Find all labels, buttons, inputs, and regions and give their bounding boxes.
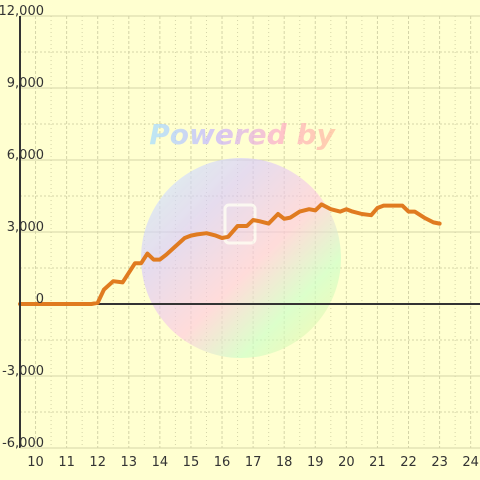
x-tick-label: 23 <box>431 455 448 470</box>
y-tick-label: 12,000 <box>0 4 44 19</box>
x-tick-labels: 10 11 12 13 14 15 16 17 18 19 20 21 22 23 24 <box>27 455 479 470</box>
x-tick-label: 17 <box>245 455 262 470</box>
series-line <box>18 202 442 306</box>
watermark-text: Powered by <box>149 118 336 151</box>
x-tick-label: 11 <box>58 455 75 470</box>
x-tick-label: 10 <box>27 455 44 470</box>
watermark-circle <box>141 158 341 358</box>
y-tick-label: 6,000 <box>7 148 44 163</box>
x-tick-label: 14 <box>152 455 169 470</box>
y-tick-label: 0 <box>36 292 44 307</box>
x-tick-label: 15 <box>183 455 200 470</box>
y-tick-label: 3,000 <box>7 220 44 235</box>
y-tick-label: 9,000 <box>7 76 44 91</box>
x-tick-label: 24 <box>462 455 479 470</box>
x-tick-label: 21 <box>369 455 386 470</box>
y-tick-label: -6,000 <box>2 436 44 451</box>
x-tick-label: 16 <box>214 455 231 470</box>
x-tick-label: 12 <box>89 455 106 470</box>
x-tick-label: 13 <box>121 455 138 470</box>
y-tick-labels: -6,000 -3,000 0 3,000 6,000 9,000 12,000 <box>0 4 44 451</box>
x-tick-label: 18 <box>276 455 293 470</box>
x-tick-label: 22 <box>400 455 417 470</box>
x-tick-label: 20 <box>338 455 355 470</box>
y-tick-label: -3,000 <box>2 364 44 379</box>
series-layer <box>18 202 442 306</box>
axis-layer <box>19 16 480 449</box>
x-tick-label: 19 <box>307 455 324 470</box>
watermark-logo-icon <box>223 203 257 245</box>
watermark: Powered by <box>141 118 341 358</box>
